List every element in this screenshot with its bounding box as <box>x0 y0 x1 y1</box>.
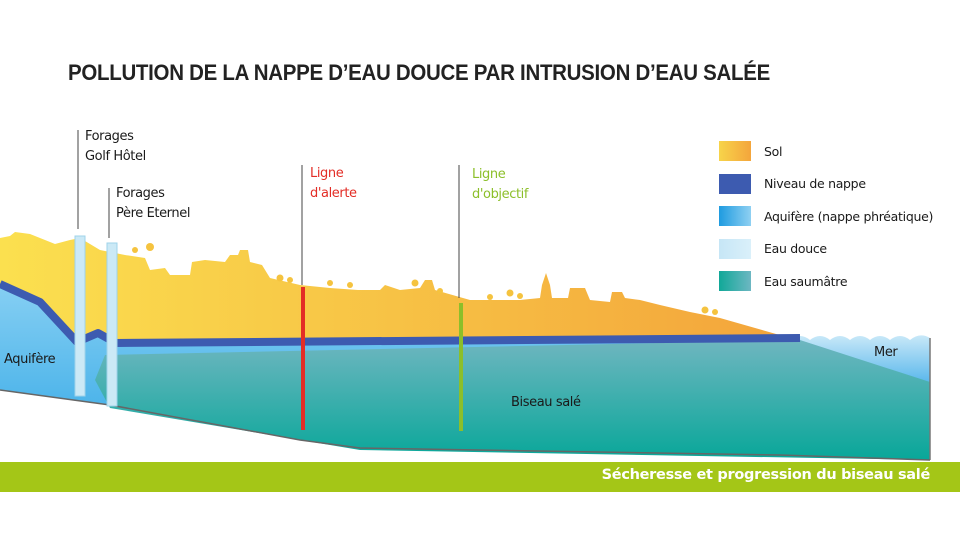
legend-item-niveau-nappe: Niveau de nappe <box>719 168 933 201</box>
caption-band: Sécheresse et progression du biseau salé <box>0 462 960 492</box>
legend-item-eau-douce: Eau douce <box>719 233 933 266</box>
palm-tree-icons <box>132 243 718 315</box>
objective-line-marker <box>459 303 463 431</box>
label-aquifere: Aquifère <box>4 352 56 367</box>
soil-region <box>0 232 790 345</box>
legend-item-eau-saumatre: Eau saumâtre <box>719 265 933 298</box>
borehole-pere-eternel <box>106 242 118 407</box>
alert-line-marker <box>301 287 305 430</box>
label-forages-golf-hotel: Forages Golf Hôtel <box>85 129 146 164</box>
brackish-water-swatch-icon <box>719 271 751 292</box>
water-table-line <box>0 280 801 347</box>
legend: Sol Niveau de nappe Aquifère (nappe phré… <box>719 135 933 298</box>
legend-item-sol: Sol <box>719 135 933 168</box>
borehole-golf-hotel <box>74 235 86 397</box>
legend-item-aquifere: Aquifère (nappe phréatique) <box>719 200 933 233</box>
sea-region <box>790 335 930 382</box>
diagram-title: POLLUTION DE LA NAPPE D’EAU DOUCE PAR IN… <box>68 60 770 85</box>
label-ligne-objectif: Ligne d'objectif <box>472 167 529 202</box>
label-ligne-alerte: Ligne d'alerte <box>310 166 357 201</box>
soil-swatch-icon <box>719 141 751 162</box>
caption-text: Sécheresse et progression du biseau salé <box>601 467 931 483</box>
aquifer-swatch-icon <box>719 206 751 227</box>
fresh-water-swatch-icon <box>719 238 751 259</box>
label-mer: Mer <box>874 345 898 360</box>
label-biseau-sale: Biseau salé <box>511 395 581 410</box>
water-table-swatch-icon <box>719 173 751 194</box>
label-forages-pere-eternel: Forages Père Eternel <box>116 186 191 221</box>
